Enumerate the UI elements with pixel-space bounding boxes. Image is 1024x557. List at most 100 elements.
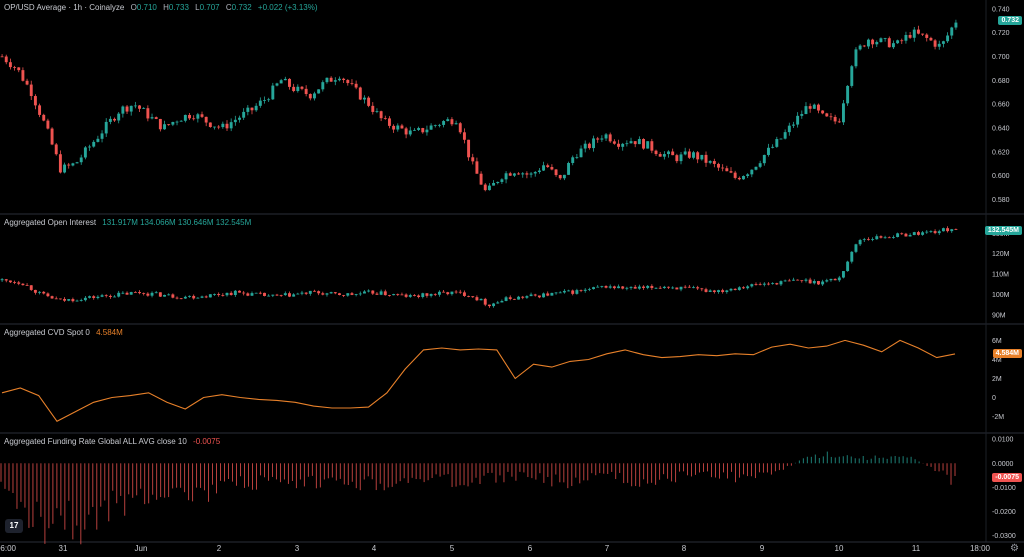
- candle-body: [833, 116, 837, 122]
- candle-body: [208, 294, 212, 298]
- candle-body: [792, 124, 795, 126]
- close-label: C: [225, 3, 232, 12]
- candle-body: [546, 165, 550, 168]
- candle-body: [783, 280, 787, 282]
- candle-body: [762, 283, 766, 285]
- main-legend: OP/USD Average · 1h · Coinalyze O0.710 H…: [4, 3, 322, 12]
- candle-body: [525, 296, 529, 298]
- candle-body: [446, 292, 450, 295]
- candle-body: [225, 123, 229, 129]
- candle-body: [329, 77, 333, 82]
- candle-body: [408, 295, 412, 297]
- candle-body: [233, 119, 237, 123]
- candle-body: [467, 295, 471, 297]
- candle-body: [812, 281, 816, 284]
- candle-body: [925, 34, 929, 38]
- candle-body: [912, 29, 916, 38]
- candle-body: [783, 132, 787, 139]
- candle-body: [146, 108, 150, 119]
- candle-body: [392, 125, 396, 130]
- candle-body: [196, 114, 200, 119]
- candle-body: [629, 286, 633, 288]
- candle-body: [342, 78, 346, 81]
- candle-body: [346, 293, 350, 296]
- candle-body: [29, 285, 33, 290]
- candle-body: [267, 295, 271, 297]
- candle-body: [854, 49, 858, 67]
- candle-body: [367, 290, 371, 292]
- candle-body: [50, 296, 54, 299]
- candle-body: [75, 162, 79, 164]
- candle-body: [321, 82, 325, 90]
- candle-body: [817, 104, 820, 111]
- candle-body: [921, 33, 925, 35]
- candle-body: [879, 236, 883, 238]
- candle-body: [483, 184, 487, 191]
- candle-body: [63, 298, 67, 301]
- candle-body: [108, 118, 112, 122]
- candle-body: [687, 151, 691, 158]
- candle-body: [400, 294, 404, 296]
- candle-body: [508, 173, 512, 176]
- candle-body: [742, 176, 745, 180]
- candle-body: [658, 154, 662, 157]
- tradingview-logo[interactable]: 17: [5, 519, 23, 533]
- candle-body: [817, 281, 820, 285]
- candle-body: [471, 157, 475, 162]
- candle-body: [633, 141, 637, 145]
- candle-body: [692, 152, 695, 158]
- candle-body: [383, 291, 387, 296]
- candle-body: [142, 108, 146, 110]
- candle-body: [279, 295, 283, 296]
- candle-body: [188, 114, 191, 119]
- candle-body: [304, 88, 308, 95]
- candle-body: [496, 302, 500, 304]
- candle-body: [350, 83, 354, 84]
- y-tick-label: 0.680: [992, 78, 1010, 85]
- y-tick-label: 110M: [992, 272, 1009, 279]
- candle-body: [850, 251, 854, 262]
- candle-body: [946, 35, 950, 42]
- candle-body: [25, 80, 29, 85]
- y-tick-label: 0.0100: [992, 437, 1014, 444]
- open-label: O: [130, 3, 137, 12]
- gear-icon[interactable]: ⚙: [1010, 543, 1019, 554]
- y-tick-label: 0.640: [992, 125, 1010, 132]
- x-tick-label: 4: [371, 544, 377, 553]
- candle-body: [100, 133, 104, 139]
- candle-body: [904, 233, 908, 237]
- candle-body: [554, 169, 558, 176]
- candle-body: [100, 295, 104, 297]
- candle-body: [754, 166, 758, 170]
- candle-body: [433, 125, 437, 127]
- candle-body: [158, 118, 162, 130]
- candle-body: [841, 271, 845, 278]
- candle-body: [121, 292, 125, 294]
- candle-body: [550, 167, 554, 170]
- candle-body: [483, 298, 487, 305]
- candle-body: [821, 281, 825, 285]
- y-tick-label: -0.0200: [992, 509, 1016, 516]
- candle-body: [596, 286, 600, 288]
- candle-body: [617, 286, 620, 289]
- candle-body: [442, 121, 446, 125]
- candle-body: [308, 94, 312, 99]
- high-label: H: [163, 3, 169, 12]
- x-tick-label: 8: [681, 544, 687, 553]
- fr-title: Aggregated Funding Rate Global ALL AVG c…: [4, 437, 187, 446]
- candle-body: [675, 155, 679, 162]
- fr-value: -0.0075: [193, 437, 221, 446]
- candle-body: [533, 294, 537, 296]
- candle-body: [700, 154, 704, 160]
- candle-body: [462, 132, 466, 140]
- candle-body: [63, 164, 67, 173]
- candle-body: [288, 293, 291, 297]
- candle-body: [29, 84, 33, 97]
- candle-body: [0, 56, 4, 58]
- candle-body: [604, 286, 608, 288]
- candle-body: [17, 67, 21, 71]
- candle-body: [500, 300, 504, 303]
- candle-body: [454, 123, 458, 125]
- candle-body: [346, 80, 350, 84]
